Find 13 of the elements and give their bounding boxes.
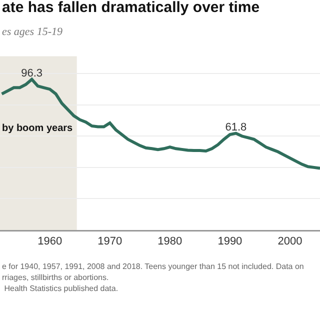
x-tick-label: 1970 — [98, 236, 122, 248]
text: rriages, stillbirths or abortions. — [2, 273, 109, 282]
x-tick-label: 2000 — [278, 236, 302, 248]
text: Health Statistics published data. — [2, 284, 118, 293]
x-tick-label: 1990 — [218, 236, 242, 248]
data-label: 96.3 — [21, 68, 43, 80]
x-tick-label: 1980 — [158, 236, 182, 248]
x-tick-label: 1960 — [38, 236, 62, 248]
chart-subtitle: es ages 15-19 — [2, 26, 63, 38]
chart-title: ate has fallen dramatically over time — [2, 0, 260, 16]
band-label: by boom years — [2, 123, 74, 134]
text: e for 1940, 1957, 1991, 2008 and 2018. Teens younger than 15 not included. Data on — [2, 262, 304, 271]
data-label: 61.8 — [225, 122, 247, 134]
